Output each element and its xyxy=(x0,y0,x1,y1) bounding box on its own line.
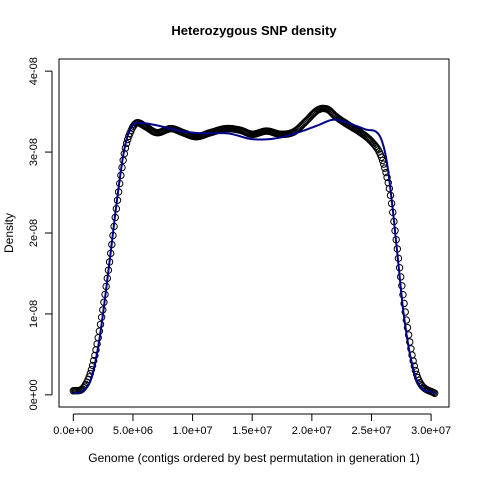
y-tick-label: 1e-08 xyxy=(28,300,40,328)
data-point xyxy=(401,308,409,316)
y-tick-label: 3e-08 xyxy=(28,138,40,166)
data-point xyxy=(430,389,439,397)
data-point xyxy=(399,290,407,299)
series-line xyxy=(73,118,436,395)
data-point xyxy=(91,351,99,360)
plot-frame xyxy=(58,58,450,408)
data-point xyxy=(403,323,412,332)
x-tick-label: 2.5e+07 xyxy=(351,425,391,437)
data-point xyxy=(400,299,408,308)
data-point xyxy=(406,338,414,346)
y-axis: 0e+00 1e-08 2e-08 3e-08 4e-08 xyxy=(28,57,53,410)
x-tick-label: 1.5e+07 xyxy=(232,425,272,437)
data-point xyxy=(402,316,411,324)
y-tick-label: 2e-08 xyxy=(28,219,40,247)
series-line-group xyxy=(73,118,436,395)
data-point xyxy=(88,361,97,370)
data-point xyxy=(404,331,413,339)
data-point xyxy=(377,153,386,161)
x-tick-label: 3.0e+07 xyxy=(411,425,451,437)
data-point xyxy=(409,357,417,365)
x-tick-label: 2.0e+07 xyxy=(292,425,332,437)
data-point xyxy=(90,356,98,365)
x-axis-label: Genome (contigs ordered by best permutat… xyxy=(88,451,420,465)
y-axis-label: Density xyxy=(2,213,16,253)
x-tick-label: 5.0e+06 xyxy=(113,425,153,437)
x-tick-label: 0.0e+00 xyxy=(53,425,93,437)
x-axis: 0.0e+00 5.0e+06 1.0e+07 1.5e+07 2.0e+07 2.5e+… xyxy=(53,413,451,437)
x-tick-label: 1.0e+07 xyxy=(173,425,213,437)
series-points xyxy=(69,104,439,397)
y-tick-label: 0e+00 xyxy=(28,379,40,410)
chart-title: Heterozygous SNP density xyxy=(171,23,337,38)
y-tick-label: 4e-08 xyxy=(28,57,40,85)
data-point xyxy=(383,173,391,182)
data-point xyxy=(373,144,381,152)
